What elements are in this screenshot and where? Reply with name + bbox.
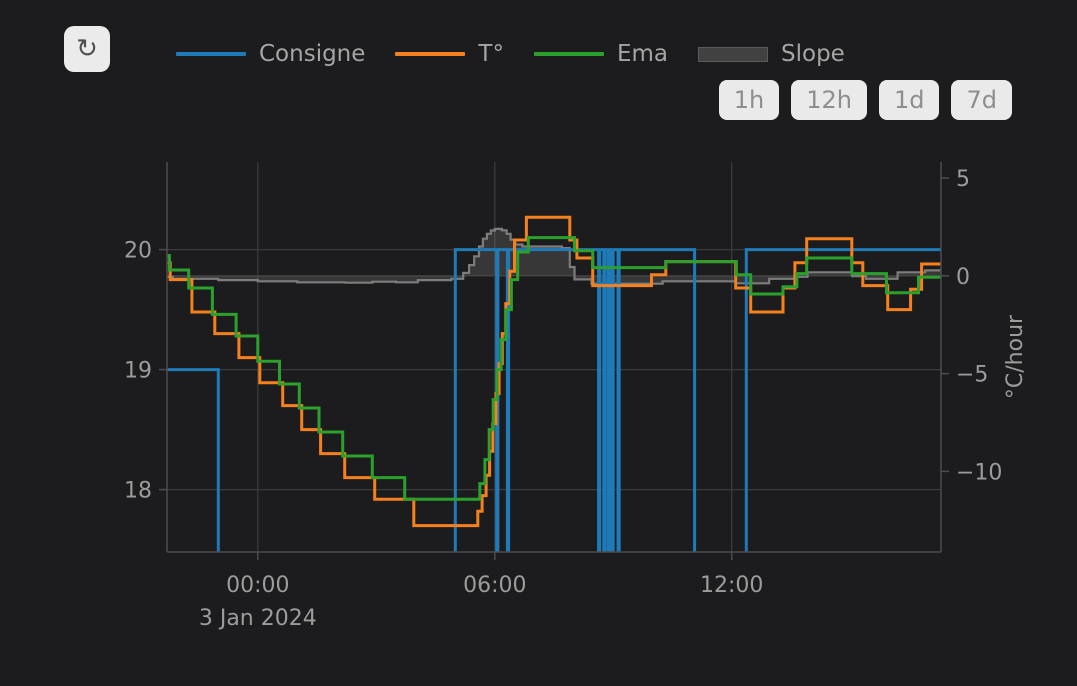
ema-line xyxy=(167,236,941,501)
x-tick-label-12:00: 12:00 xyxy=(700,573,763,598)
x-axis-date-label: 3 Jan 2024 xyxy=(199,606,317,631)
range-button-1h[interactable]: 1h xyxy=(718,80,780,120)
ema-legend-swatch xyxy=(533,52,604,56)
chart-legend: Consigne T° Ema Slope xyxy=(176,38,845,70)
legend-label: T° xyxy=(478,41,504,67)
legend-item-ema[interactable]: Ema xyxy=(533,41,669,67)
range-buttons: 1h 12h 1d 7d xyxy=(718,80,1012,120)
legend-item-slope[interactable]: Slope xyxy=(698,41,845,67)
x-tick-label-06:00: 06:00 xyxy=(463,573,526,598)
right-axis-title: °C/hour xyxy=(1003,314,1028,399)
y-right-tick-label--5: −5 xyxy=(956,363,988,388)
y-right-tick-label-5: 5 xyxy=(956,167,970,192)
y-left-tick-label-20: 20 xyxy=(124,239,152,264)
legend-item-consigne[interactable]: Consigne xyxy=(176,41,365,67)
slope-area xyxy=(167,228,941,284)
y-left-tick-label-19: 19 xyxy=(124,359,152,384)
refresh-button[interactable]: ↻ xyxy=(64,26,110,72)
y-left-tick-label-18: 18 xyxy=(124,479,152,504)
range-button-12h[interactable]: 12h xyxy=(791,80,867,120)
legend-label: Consigne xyxy=(259,41,366,67)
range-button-7d[interactable]: 7d xyxy=(951,80,1012,120)
consigne-line xyxy=(167,248,941,552)
x-tick-label-00:00: 00:00 xyxy=(226,573,289,598)
y-right-tick-label-0: 0 xyxy=(956,265,970,290)
temperature-legend-swatch xyxy=(395,52,466,56)
consigne-legend-swatch xyxy=(176,52,246,56)
plot-layer xyxy=(167,215,941,552)
legend-item-temperature[interactable]: T° xyxy=(395,41,504,67)
refresh-icon: ↻ xyxy=(76,34,98,64)
legend-label: Ema xyxy=(616,41,669,67)
slope-legend-swatch xyxy=(698,46,769,62)
legend-label: Slope xyxy=(781,41,845,67)
y-right-tick-label--10: −10 xyxy=(956,460,1002,485)
range-button-1d[interactable]: 1d xyxy=(878,80,940,120)
